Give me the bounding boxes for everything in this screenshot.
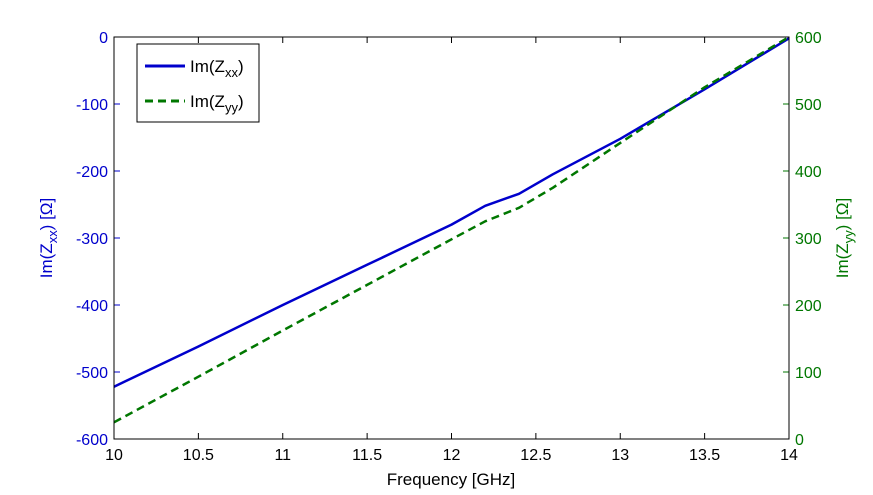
x-tick-label: 13.5 xyxy=(689,447,720,464)
right-y-axis: 600 500 400 300 200 100 0 xyxy=(783,30,822,449)
series-layer xyxy=(113,35,790,424)
left-y-tick-label: -100 xyxy=(76,97,108,114)
series-line-zxx xyxy=(113,37,790,388)
left-y-tick-label: -600 xyxy=(76,432,108,449)
legend-box xyxy=(136,43,260,123)
right-y-tick-label: 100 xyxy=(795,365,822,382)
x-tick-label: 12 xyxy=(443,447,461,464)
x-tick-label: 11 xyxy=(274,447,291,464)
legend: Im(Zxx) Im(Zyy) xyxy=(136,43,260,123)
right-y-tick-label: 200 xyxy=(795,298,822,315)
left-y-tick-label: -300 xyxy=(76,231,108,248)
right-y-axis-label: Im(Zyy) [Ω] xyxy=(833,198,856,278)
right-y-tick-label: 300 xyxy=(795,231,822,248)
right-y-tick-label: 400 xyxy=(795,164,822,181)
x-axis-label: Frequency [GHz] xyxy=(387,470,516,489)
x-axis: 10 10.5 11 11.5 12 12.5 13 13.5 14 xyxy=(105,37,798,464)
x-tick-label: 13 xyxy=(611,447,629,464)
x-tick-label: 10 xyxy=(105,447,123,464)
x-tick-label: 11.5 xyxy=(352,447,382,464)
left-y-axis: 0 -100 -200 -300 -400 -500 -600 xyxy=(76,30,120,449)
legend-label-zxx: Im(Zxx) xyxy=(190,57,244,80)
left-y-tick-label: -400 xyxy=(76,298,108,315)
left-y-tick-label: 0 xyxy=(99,30,108,47)
right-y-tick-label: 600 xyxy=(795,30,822,47)
left-y-axis-label: Im(Zxx) [Ω] xyxy=(37,198,60,278)
plot-frame xyxy=(113,36,790,440)
x-tick-label: 12.5 xyxy=(520,447,551,464)
left-y-tick-label: -200 xyxy=(76,164,108,181)
series-line-zyy xyxy=(113,35,790,424)
x-tick-label: 10.5 xyxy=(183,447,214,464)
left-y-tick-label: -500 xyxy=(76,365,108,382)
right-y-tick-label: 500 xyxy=(795,97,822,114)
right-y-tick-label: 0 xyxy=(795,432,804,449)
legend-label-zyy: Im(Zyy) xyxy=(190,92,244,115)
x-tick-label: 14 xyxy=(780,447,798,464)
